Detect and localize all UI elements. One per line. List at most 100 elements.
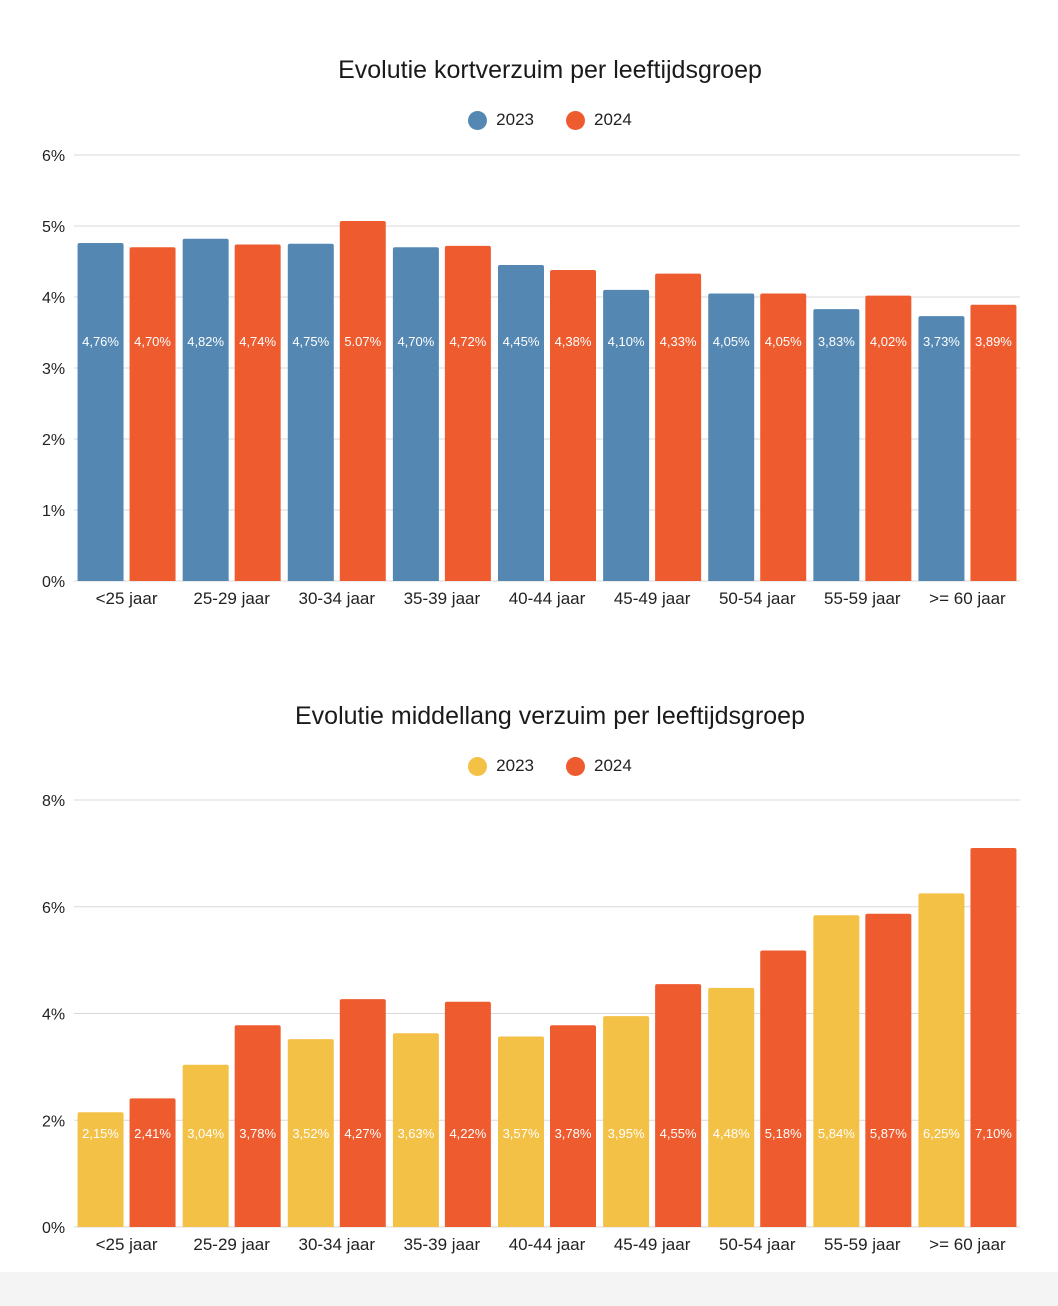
- data-label: 4,33%: [660, 334, 697, 349]
- legend-label: 2023: [496, 756, 534, 775]
- y-tick-label: 2%: [42, 432, 65, 449]
- y-tick-label: 6%: [42, 148, 65, 165]
- data-label: 3,04%: [187, 1126, 224, 1141]
- data-label: 5,84%: [818, 1126, 855, 1141]
- legend-item-2023[interactable]: 2023: [468, 756, 534, 776]
- plot-area: 0% 2% 4% 6% 8% 2,15% 2,41% <25 jaar 3,04% 3,78% 25…: [42, 793, 1020, 1254]
- legend-swatch-2024: [566, 110, 585, 130]
- data-label: 4,10%: [608, 334, 645, 349]
- bar-2023: [392, 247, 439, 582]
- y-tick-label: 3%: [42, 361, 65, 378]
- legend-item-2024[interactable]: 2024: [566, 756, 632, 776]
- data-label: 4,22%: [449, 1126, 486, 1141]
- bar-2024: [234, 244, 281, 581]
- y-tick-label: 5%: [42, 219, 65, 236]
- bar-2024: [550, 1025, 596, 1227]
- x-tick-label: 25-29 jaar: [193, 589, 270, 608]
- chart-title: Evolutie middellang verzuim per leeftijd…: [295, 702, 805, 730]
- legend-label: 2023: [496, 110, 534, 129]
- data-label: 4,48%: [713, 1126, 750, 1141]
- data-label: 5,18%: [765, 1126, 802, 1141]
- bar-2023: [918, 893, 965, 1227]
- bar-2023: [498, 265, 544, 581]
- data-label: 4,72%: [449, 334, 486, 349]
- y-tick-label: 4%: [42, 1007, 65, 1024]
- y-tick-label: 2%: [42, 1113, 65, 1130]
- data-label: 4,75%: [292, 334, 329, 349]
- bar-2023: [603, 1016, 650, 1227]
- data-label: 3,83%: [818, 334, 855, 349]
- x-tick-label: <25 jaar: [96, 1235, 158, 1254]
- data-label: 2,15%: [82, 1126, 119, 1141]
- y-tick-label: 6%: [42, 900, 65, 917]
- data-label: 4,76%: [82, 334, 119, 349]
- bar-2024: [444, 245, 491, 581]
- bottom-strip: [0, 1272, 1058, 1306]
- bar-2023: [77, 243, 124, 582]
- x-tick-label: 50-54 jaar: [719, 1235, 796, 1254]
- bar-2023: [182, 238, 229, 581]
- bar-2024: [865, 913, 912, 1227]
- x-tick-label: 55-59 jaar: [824, 589, 901, 608]
- bar-2023: [708, 987, 755, 1227]
- data-label: 4,70%: [134, 334, 171, 349]
- x-tick-label: 35-39 jaar: [404, 1235, 481, 1254]
- legend-swatch-2024: [566, 756, 585, 776]
- y-tick-label: 0%: [42, 574, 65, 591]
- x-tick-label: 30-34 jaar: [298, 589, 375, 608]
- x-tick-label: <25 jaar: [96, 589, 158, 608]
- legend-item-2024[interactable]: 2024: [566, 110, 632, 130]
- y-tick-label: 1%: [42, 503, 65, 520]
- bar-2024: [234, 1025, 281, 1227]
- x-tick-label: 50-54 jaar: [719, 589, 796, 608]
- bar-2024: [970, 304, 1017, 581]
- x-tick-label: 35-39 jaar: [404, 589, 481, 608]
- chart-legend: 2023 2024: [0, 756, 1058, 776]
- chart-legend: 2023 2024: [0, 110, 1058, 130]
- data-label: 7,10%: [975, 1126, 1012, 1141]
- data-label: 3,52%: [292, 1126, 329, 1141]
- bar-2023: [708, 293, 755, 581]
- bar-2024: [760, 293, 807, 581]
- data-label: 3,63%: [397, 1126, 434, 1141]
- plot-area: 0% 1% 2% 3% 4% 5% 6% 4,76% 4,70% <25 jaar 4,82% 4,7…: [42, 148, 1020, 608]
- data-label: 4,02%: [870, 334, 907, 349]
- legend-label: 2024: [594, 756, 632, 775]
- bar-2023: [918, 316, 965, 581]
- bar-2024: [865, 295, 912, 581]
- x-tick-label: 45-49 jaar: [614, 1235, 691, 1254]
- bar-2023: [603, 289, 650, 581]
- data-label: 3,78%: [239, 1126, 276, 1141]
- data-label: 2,41%: [134, 1126, 171, 1141]
- x-tick-label: >= 60 jaar: [929, 1235, 1006, 1254]
- bar-2023: [392, 1033, 439, 1227]
- data-label: 4,74%: [239, 334, 276, 349]
- data-label: 3,73%: [923, 334, 960, 349]
- bar-2024: [550, 270, 596, 581]
- data-label: 6,25%: [923, 1126, 960, 1141]
- data-label: 3,57%: [503, 1126, 540, 1141]
- data-label: 3,95%: [608, 1126, 645, 1141]
- y-tick-label: 4%: [42, 290, 65, 307]
- bar-2024: [655, 984, 702, 1227]
- chart-middellang-verzuim: Evolutie middellang verzuim per leeftijd…: [0, 646, 1058, 1266]
- x-tick-label: 40-44 jaar: [509, 589, 586, 608]
- bar-2024: [339, 999, 386, 1227]
- data-label: 5.07%: [344, 334, 381, 349]
- legend-item-2023[interactable]: 2023: [468, 110, 534, 130]
- legend-swatch-2023: [468, 110, 488, 130]
- bar-2023: [287, 243, 334, 581]
- data-label: 4,05%: [765, 334, 802, 349]
- data-label: 4,45%: [503, 334, 540, 349]
- bar-2023: [182, 1064, 229, 1227]
- data-label: 4,55%: [660, 1126, 697, 1141]
- bar-2023: [498, 1036, 544, 1227]
- chart-kortverzuim: Evolutie kortverzuim per leeftijdsgroep …: [0, 0, 1058, 640]
- chart-title: Evolutie kortverzuim per leeftijdsgroep: [338, 56, 762, 84]
- bar-2024: [655, 273, 702, 581]
- data-label: 3,89%: [975, 334, 1012, 349]
- data-label: 4,82%: [187, 334, 224, 349]
- data-label: 5,87%: [870, 1126, 907, 1141]
- y-tick-label: 8%: [42, 793, 65, 810]
- data-label: 4,38%: [555, 334, 592, 349]
